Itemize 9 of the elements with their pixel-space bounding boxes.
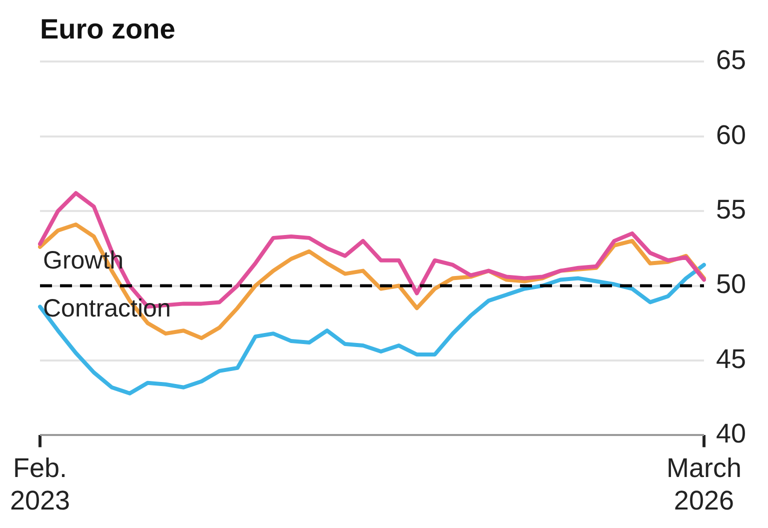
x-tick-label: Feb. 2023 — [10, 452, 70, 516]
y-tick-label: 45 — [716, 344, 746, 374]
y-tick-label: 40 — [716, 418, 746, 449]
x-tick-label: March 2026 — [666, 452, 742, 516]
y-tick-label: 65 — [716, 45, 746, 76]
y-tick-label: 60 — [716, 120, 746, 150]
chart-title: Euro zone — [40, 14, 176, 45]
y-tick-label: 50 — [716, 269, 746, 300]
y-tick-label: 55 — [716, 194, 746, 224]
